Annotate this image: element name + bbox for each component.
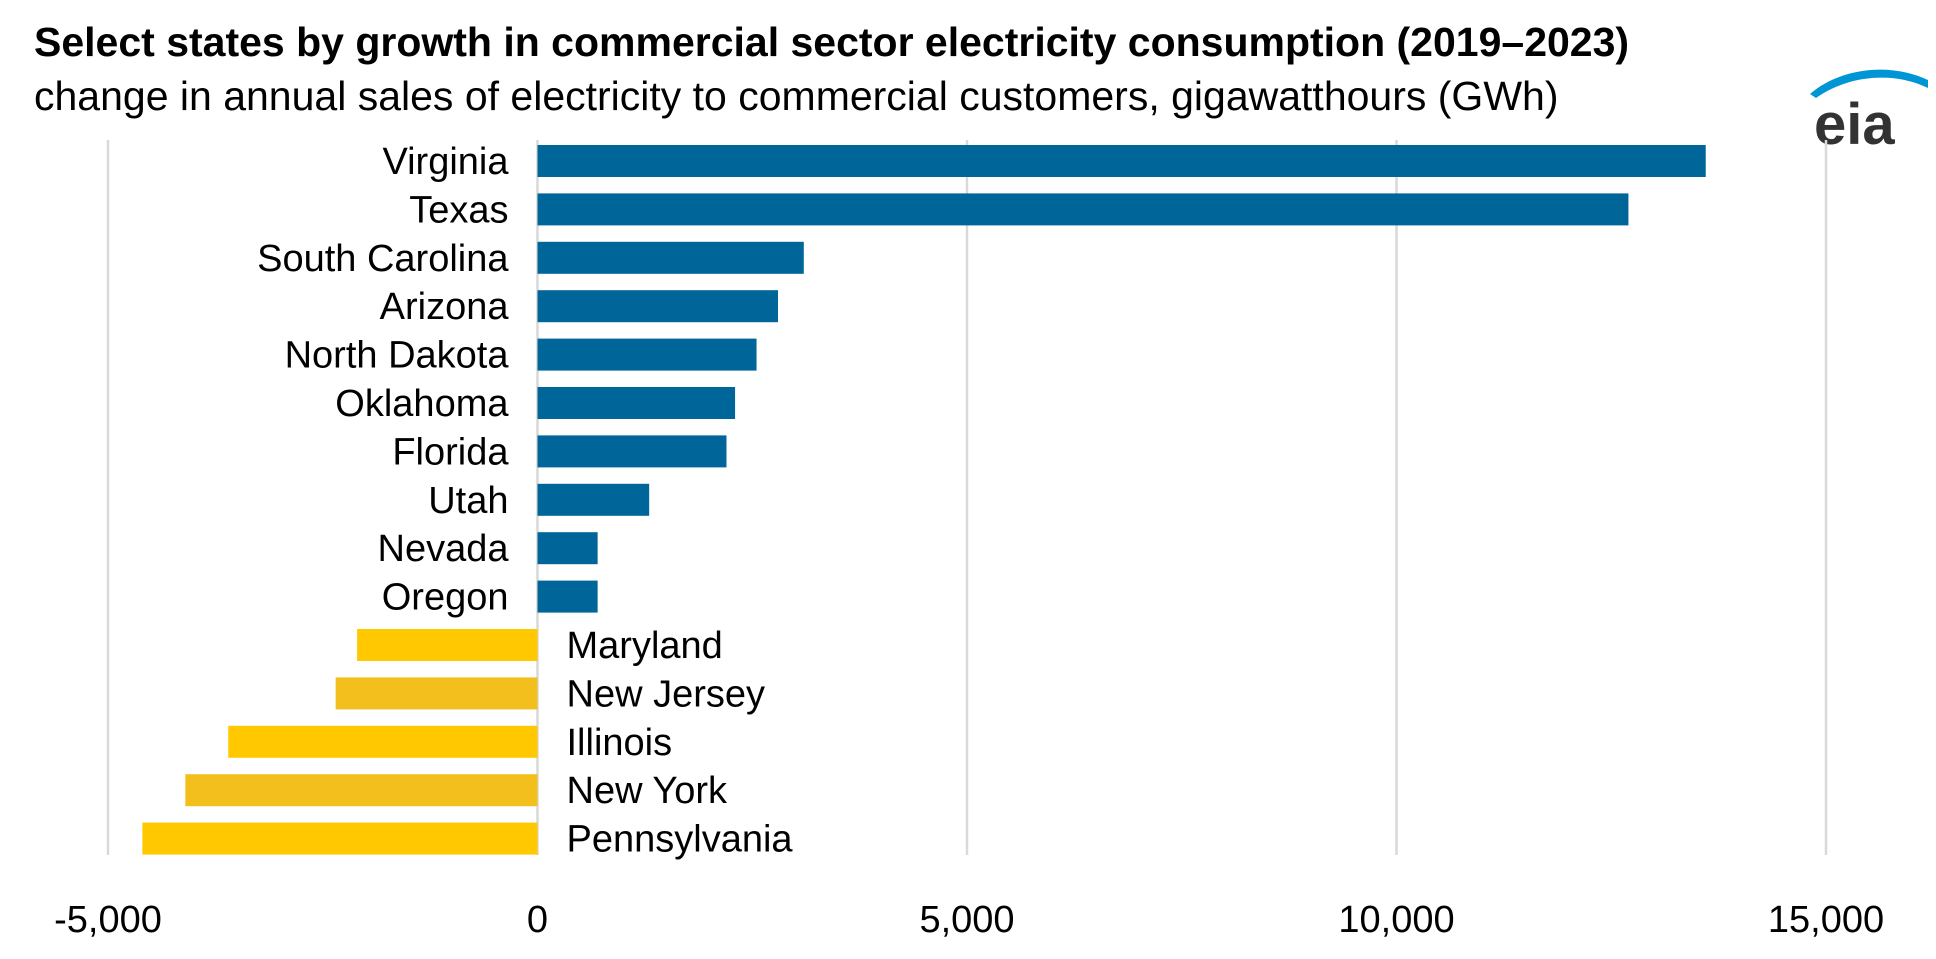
- category-label: Arizona: [380, 286, 510, 328]
- category-label: New York: [567, 770, 729, 812]
- eia-logo-swoosh: [1810, 69, 1928, 98]
- category-labels: Virginia Texas South Carolina Arizona North …: [257, 141, 793, 861]
- category-label: Virginia: [382, 141, 509, 183]
- chart-title: Select states by growth in commercial se…: [34, 19, 1630, 65]
- bar: [142, 822, 538, 855]
- bar: [537, 532, 598, 565]
- bar: [185, 774, 538, 807]
- x-tick-label: 10,000: [1338, 899, 1454, 941]
- bar: [537, 193, 1629, 226]
- category-label: Maryland: [567, 625, 723, 667]
- category-label: Nevada: [378, 528, 510, 570]
- bar: [537, 145, 1706, 177]
- eia-logo-icon: eia: [1810, 69, 1928, 156]
- bar: [537, 435, 727, 468]
- category-label: Illinois: [567, 722, 673, 764]
- category-label: Pennsylvania: [567, 819, 794, 861]
- x-tick-label: 0: [527, 899, 548, 941]
- category-label: North Dakota: [285, 335, 510, 377]
- category-label: Oklahoma: [335, 383, 509, 425]
- bar: [537, 338, 757, 371]
- category-label: Texas: [409, 189, 508, 231]
- bar: [537, 387, 736, 419]
- bar: [228, 725, 538, 758]
- x-tick-label: 15,000: [1768, 899, 1884, 941]
- x-tick-label: -5,000: [54, 899, 162, 941]
- category-label: New Jersey: [567, 673, 766, 715]
- category-label: Florida: [392, 431, 509, 473]
- eia-logo-text: eia: [1814, 92, 1895, 156]
- x-axis-ticks: -5,000 0 5,000 10,000 15,000: [54, 899, 1884, 941]
- x-tick-label: 5,000: [919, 899, 1014, 941]
- bar: [537, 241, 804, 274]
- category-label: South Carolina: [257, 238, 509, 280]
- bar: [335, 677, 538, 710]
- bars: [142, 145, 1706, 855]
- category-label: Oregon: [382, 577, 509, 619]
- bar: [537, 580, 598, 613]
- bar: [537, 483, 650, 516]
- chart-subtitle: change in annual sales of electricity to…: [34, 73, 1559, 119]
- bar: [537, 290, 779, 323]
- bar: [357, 629, 538, 661]
- category-label: Utah: [428, 480, 508, 522]
